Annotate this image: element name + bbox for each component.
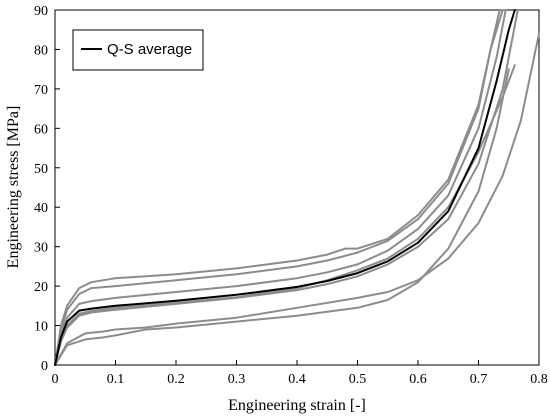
ticks-layer: 0 0.1 0.2 0.3 0.4 0.5 0.6 0.7 0.8 0 10 20 30 40 50 60 70… <box>34 4 548 387</box>
x-tick-label: 0.3 <box>228 372 246 387</box>
series-line-sample <box>54 68 510 366</box>
series-line-sample <box>54 9 504 366</box>
legend-label-q-s-average: Q-S average <box>107 41 192 58</box>
y-tick-label: 90 <box>34 4 48 19</box>
x-tick-label: 0.7 <box>470 372 488 387</box>
x-tick-label: 0.8 <box>530 372 548 387</box>
series-line-sample <box>54 9 501 366</box>
y-tick-label: 80 <box>34 43 48 58</box>
y-tick-label: 30 <box>34 241 48 256</box>
y-axis-title: Engineering stress [MPa] <box>5 106 22 269</box>
series-line-sample <box>54 32 540 366</box>
x-axis-title: Engineering strain [-] <box>228 397 366 414</box>
y-tick-label: 50 <box>34 162 48 177</box>
legend: Q-S average <box>72 29 204 71</box>
x-tick-label: 0 <box>52 372 59 387</box>
series-line-sample <box>54 9 507 366</box>
x-tick-label: 0.6 <box>409 372 427 387</box>
x-tick-label: 0.4 <box>288 372 306 387</box>
x-tick-label: 0.5 <box>349 372 367 387</box>
y-tick-label: 0 <box>41 359 48 374</box>
series-layer <box>54 9 540 366</box>
x-tick-label: 0.1 <box>107 372 125 387</box>
series-line-sample <box>54 9 519 366</box>
y-tick-label: 40 <box>34 201 48 216</box>
y-tick-label: 60 <box>34 122 48 137</box>
y-tick-label: 20 <box>34 280 48 295</box>
series-line-q-s-average <box>54 9 516 366</box>
y-tick-label: 70 <box>34 83 48 98</box>
x-tick-label: 0.2 <box>167 372 185 387</box>
y-tick-label: 10 <box>34 320 48 335</box>
